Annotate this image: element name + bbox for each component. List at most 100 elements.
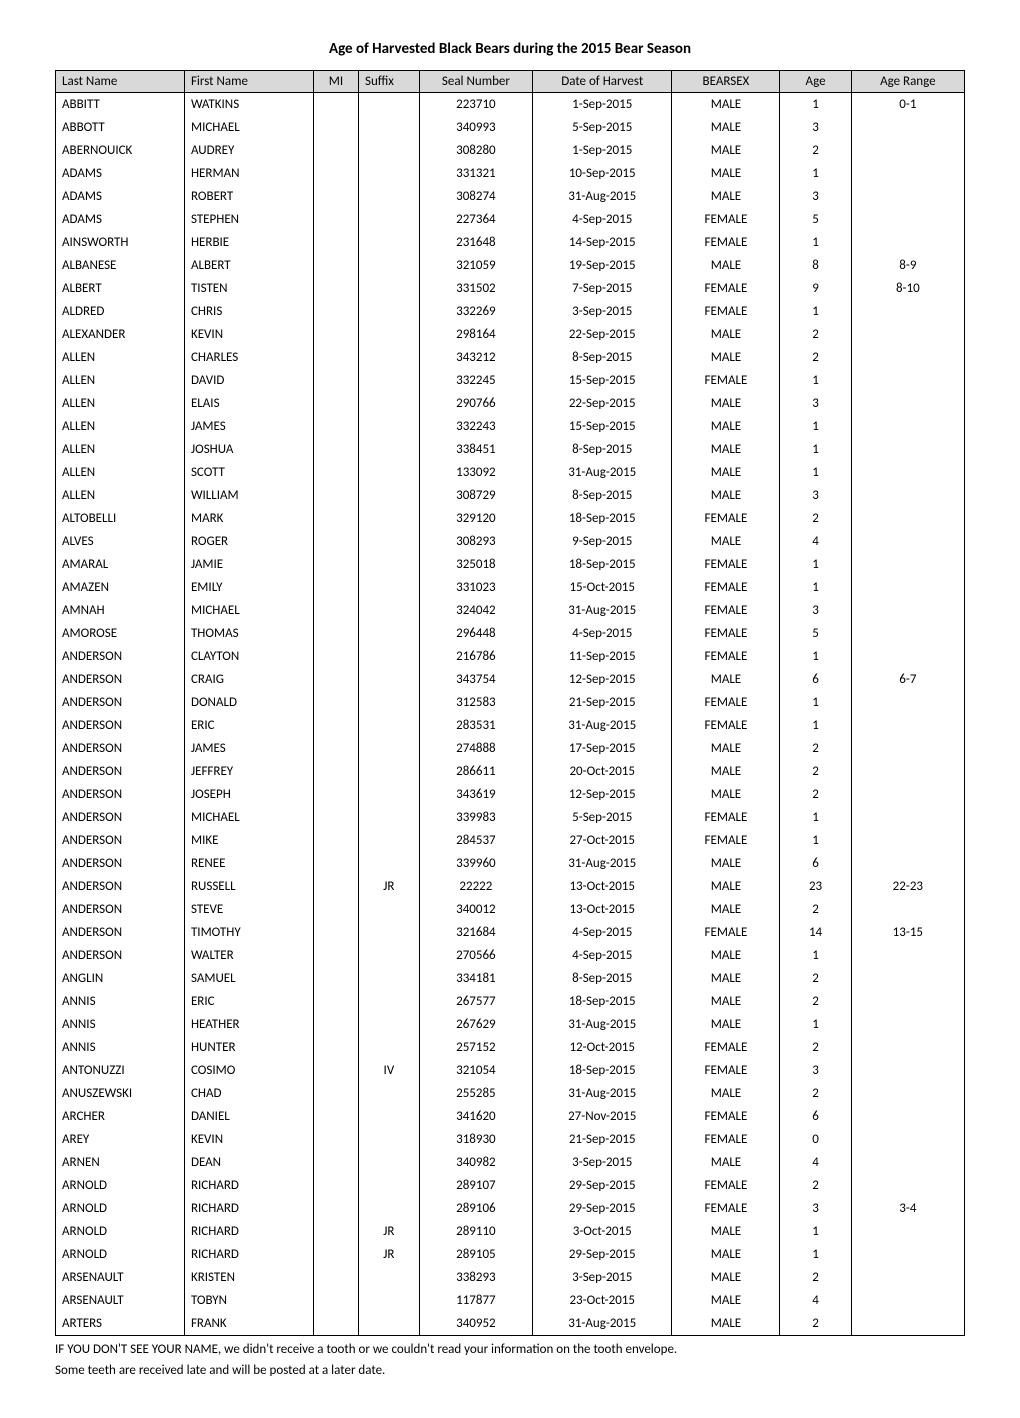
table-cell: 1 bbox=[780, 369, 851, 392]
table-cell: RICHARD bbox=[184, 1220, 313, 1243]
table-cell bbox=[358, 461, 419, 484]
table-cell: 12-Oct-2015 bbox=[533, 1036, 672, 1059]
table-cell bbox=[313, 1013, 358, 1036]
table-cell bbox=[851, 1105, 964, 1128]
table-cell: JEFFREY bbox=[184, 760, 313, 783]
table-cell: 20-Oct-2015 bbox=[533, 760, 672, 783]
table-cell bbox=[851, 231, 964, 254]
table-cell bbox=[851, 507, 964, 530]
table-cell bbox=[851, 438, 964, 461]
table-cell: MALE bbox=[672, 93, 780, 117]
table-cell: ALEXANDER bbox=[56, 323, 185, 346]
table-cell: STEPHEN bbox=[184, 208, 313, 231]
table-cell: MICHAEL bbox=[184, 116, 313, 139]
table-cell: 1 bbox=[780, 461, 851, 484]
table-cell: DEAN bbox=[184, 1151, 313, 1174]
table-cell: FEMALE bbox=[672, 507, 780, 530]
table-cell: JR bbox=[358, 1243, 419, 1266]
table-cell bbox=[313, 852, 358, 875]
table-cell: FEMALE bbox=[672, 300, 780, 323]
table-cell: ALLEN bbox=[56, 369, 185, 392]
table-cell: 321059 bbox=[419, 254, 532, 277]
table-cell: 18-Sep-2015 bbox=[533, 553, 672, 576]
table-cell: 31-Aug-2015 bbox=[533, 714, 672, 737]
table-cell: ARNEN bbox=[56, 1151, 185, 1174]
table-cell: 2 bbox=[780, 1174, 851, 1197]
table-cell: 332269 bbox=[419, 300, 532, 323]
table-cell: 1 bbox=[780, 1243, 851, 1266]
table-cell bbox=[358, 208, 419, 231]
table-cell: 4 bbox=[780, 1151, 851, 1174]
table-cell: 14-Sep-2015 bbox=[533, 231, 672, 254]
table-cell bbox=[358, 93, 419, 117]
table-cell: MALE bbox=[672, 737, 780, 760]
harvest-table: Last Name First Name MI Suffix Seal Numb… bbox=[55, 70, 965, 1336]
table-cell bbox=[358, 645, 419, 668]
table-cell bbox=[851, 369, 964, 392]
table-cell: CHRIS bbox=[184, 300, 313, 323]
col-date: Date of Harvest bbox=[533, 71, 672, 93]
table-cell bbox=[313, 645, 358, 668]
table-row: AMNAHMICHAEL32404231-Aug-2015FEMALE3 bbox=[56, 599, 965, 622]
table-cell bbox=[358, 1266, 419, 1289]
table-cell: TISTEN bbox=[184, 277, 313, 300]
table-cell bbox=[851, 783, 964, 806]
table-cell bbox=[851, 852, 964, 875]
table-cell bbox=[358, 1036, 419, 1059]
table-cell bbox=[358, 300, 419, 323]
table-cell: 324042 bbox=[419, 599, 532, 622]
table-cell bbox=[313, 484, 358, 507]
table-cell: 298164 bbox=[419, 323, 532, 346]
table-cell bbox=[851, 1289, 964, 1312]
table-cell: 6 bbox=[780, 668, 851, 691]
table-cell bbox=[851, 484, 964, 507]
table-cell bbox=[851, 300, 964, 323]
table-cell bbox=[313, 553, 358, 576]
table-cell: 321684 bbox=[419, 921, 532, 944]
table-cell: 13-Oct-2015 bbox=[533, 875, 672, 898]
table-cell: 6 bbox=[780, 1105, 851, 1128]
table-cell: 274888 bbox=[419, 737, 532, 760]
table-cell: ELAIS bbox=[184, 392, 313, 415]
table-cell: 3-Sep-2015 bbox=[533, 1151, 672, 1174]
table-cell: ANDERSON bbox=[56, 829, 185, 852]
table-cell: 3 bbox=[780, 599, 851, 622]
table-cell bbox=[313, 921, 358, 944]
table-cell: MALE bbox=[672, 116, 780, 139]
table-cell bbox=[358, 967, 419, 990]
table-cell: 31-Aug-2015 bbox=[533, 852, 672, 875]
table-cell: 3 bbox=[780, 392, 851, 415]
table-cell bbox=[358, 162, 419, 185]
table-cell: RICHARD bbox=[184, 1197, 313, 1220]
table-cell bbox=[358, 484, 419, 507]
table-row: ANDERSONRUSSELLJR2222213-Oct-2015MALE232… bbox=[56, 875, 965, 898]
table-row: ANDERSONERIC28353131-Aug-2015FEMALE1 bbox=[56, 714, 965, 737]
table-row: ANNISHEATHER26762931-Aug-2015MALE1 bbox=[56, 1013, 965, 1036]
table-row: AREYKEVIN31893021-Sep-2015FEMALE0 bbox=[56, 1128, 965, 1151]
table-cell: ANDERSON bbox=[56, 783, 185, 806]
table-cell: 343754 bbox=[419, 668, 532, 691]
table-cell bbox=[358, 990, 419, 1013]
table-cell: 2 bbox=[780, 1036, 851, 1059]
table-cell: 8-10 bbox=[851, 277, 964, 300]
table-cell bbox=[313, 1197, 358, 1220]
table-cell: ANDERSON bbox=[56, 645, 185, 668]
table-cell: 8-Sep-2015 bbox=[533, 967, 672, 990]
table-cell: MALE bbox=[672, 1312, 780, 1336]
table-cell: 23-Oct-2015 bbox=[533, 1289, 672, 1312]
table-cell: 1 bbox=[780, 1220, 851, 1243]
table-cell bbox=[851, 415, 964, 438]
table-cell: 22-Sep-2015 bbox=[533, 323, 672, 346]
table-cell: 308280 bbox=[419, 139, 532, 162]
table-cell: EMILY bbox=[184, 576, 313, 599]
table-row: AMOROSETHOMAS2964484-Sep-2015FEMALE5 bbox=[56, 622, 965, 645]
table-cell bbox=[313, 599, 358, 622]
table-cell: WALTER bbox=[184, 944, 313, 967]
table-cell bbox=[313, 1151, 358, 1174]
table-cell bbox=[851, 1174, 964, 1197]
table-cell: 14 bbox=[780, 921, 851, 944]
table-cell: MALE bbox=[672, 967, 780, 990]
table-cell: 8 bbox=[780, 254, 851, 277]
table-cell: 8-Sep-2015 bbox=[533, 438, 672, 461]
table-cell: MALE bbox=[672, 484, 780, 507]
